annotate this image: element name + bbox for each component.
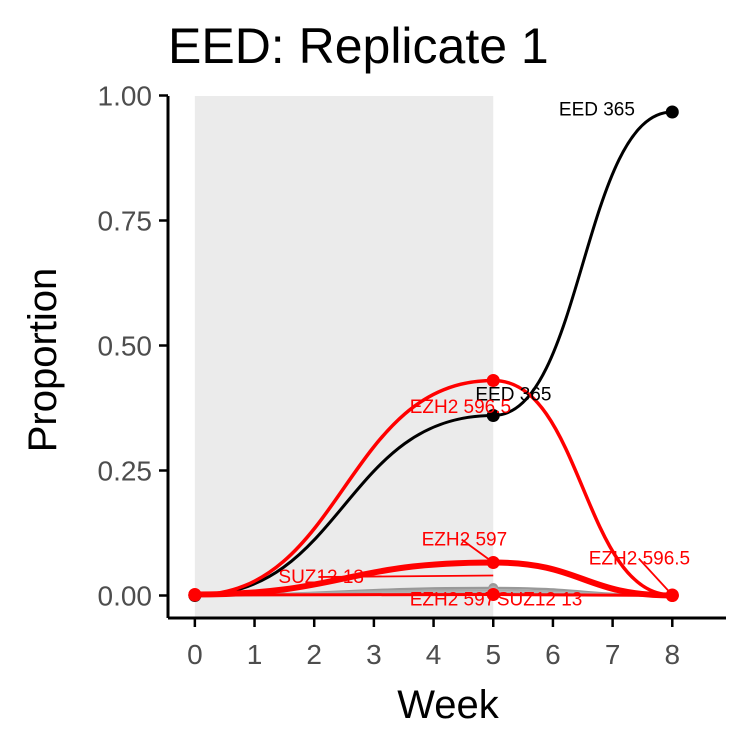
series-point bbox=[486, 409, 500, 422]
annotation-leader bbox=[461, 538, 494, 564]
y-tick-label: 0.25 bbox=[98, 456, 153, 487]
x-axis-title: Week bbox=[397, 683, 500, 727]
x-tick-label: 6 bbox=[545, 639, 561, 670]
series-line-2 bbox=[193, 378, 675, 597]
annotation-label: EZH2 597 bbox=[410, 590, 496, 611]
annotation-label: EZH2 596.5 bbox=[410, 397, 511, 418]
x-tick-label: 7 bbox=[605, 639, 621, 670]
series-point bbox=[188, 588, 202, 602]
series-line-4 bbox=[193, 592, 674, 597]
series-line-3 bbox=[191, 559, 676, 599]
y-tick-label: 0.75 bbox=[98, 206, 153, 237]
x-tick-label: 4 bbox=[426, 639, 442, 670]
series-point bbox=[486, 374, 500, 387]
annotation-leader bbox=[638, 557, 673, 596]
x-tick-label: 0 bbox=[187, 639, 203, 670]
x-tick-label: 1 bbox=[247, 639, 263, 670]
x-tick-label: 5 bbox=[485, 639, 501, 670]
shaded-region bbox=[194, 96, 494, 618]
annotation-label: EZH2 596.5 bbox=[589, 549, 690, 570]
x-tick-label: 8 bbox=[664, 639, 680, 670]
plot-area: 0.00 0.25 0.50 0.75 1.00 0 1 2 3 4 5 6 7 8 EED 365 EED … bbox=[98, 81, 726, 670]
y-tick-label: 0.00 bbox=[98, 581, 153, 612]
y-tick-label: 0.50 bbox=[98, 331, 153, 362]
x-tick-label: 2 bbox=[306, 639, 322, 670]
annotation-label: EZH2 597 bbox=[422, 530, 508, 551]
y-tick-label: 1.00 bbox=[98, 81, 153, 112]
annotation-label: EED 365 bbox=[475, 385, 551, 406]
series-point bbox=[665, 105, 679, 119]
y-axis-title: Proportion bbox=[21, 268, 65, 453]
annotation-label: SUZ12 13 bbox=[497, 590, 583, 611]
annotation-label: SUZ12 13 bbox=[278, 567, 364, 588]
x-tick-label: 3 bbox=[366, 639, 382, 670]
annotation-label: EED 365 bbox=[559, 100, 635, 121]
annotation-leader bbox=[318, 574, 494, 578]
series-point bbox=[486, 588, 500, 601]
chart-title: EED: Replicate 1 bbox=[168, 18, 549, 74]
